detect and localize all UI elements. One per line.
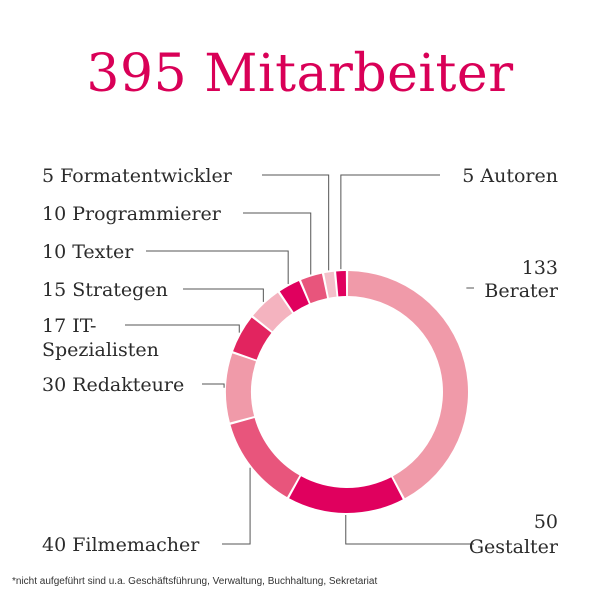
donut-slice-filmemacher (230, 417, 300, 498)
slice-label-texter: 10 Texter (42, 241, 134, 263)
leader-line-filmemacher (222, 467, 251, 545)
donut-slice-programmierer (301, 273, 328, 304)
slice-label-formatentwickler: 5 Formatentwickler (42, 165, 233, 187)
chart-title: 395 Mitarbeiter (86, 44, 514, 104)
donut-slice-berater (347, 271, 468, 499)
donut-slice-autoren (336, 271, 347, 297)
donut-slice-redakteure (226, 353, 257, 423)
slice-label-it-spezialisten: Spezialisten (42, 339, 159, 361)
leader-line-it-spezialisten (125, 324, 240, 333)
slice-label-autoren: 5 Autoren (462, 165, 558, 187)
leader-line-texter (146, 250, 289, 284)
donut-slice-it-spezialisten (233, 317, 272, 360)
slice-label-berater: Berater (484, 280, 558, 302)
leader-line-programmierer (243, 212, 312, 275)
slice-label-gestalter: Gestalter (469, 536, 559, 558)
donut-slice-formatentwickler (324, 271, 337, 298)
slice-label-strategen: 15 Strategen (42, 279, 168, 301)
slice-label-redakteure: 30 Redakteure (42, 374, 184, 396)
leader-line-redakteure (202, 383, 225, 388)
donut-slice-gestalter (289, 476, 403, 513)
leader-line-gestalter (345, 514, 474, 545)
slice-label-gestalter: 50 (534, 511, 558, 533)
leader-line-formatentwickler (262, 174, 330, 271)
slice-label-it-spezialisten: 17 IT- (42, 315, 96, 337)
footnote: *nicht aufgeführt sind u.a. Geschäftsfüh… (12, 576, 378, 587)
slice-label-filmemacher: 40 Filmemacher (42, 534, 200, 556)
leader-line-autoren (340, 174, 440, 270)
donut-slice-texter (279, 280, 309, 313)
leader-line-strategen (183, 288, 264, 302)
slice-label-berater: 133 (522, 257, 558, 279)
slice-label-programmierer: 10 Programmierer (42, 203, 222, 225)
donut-slice-strategen (253, 292, 293, 332)
